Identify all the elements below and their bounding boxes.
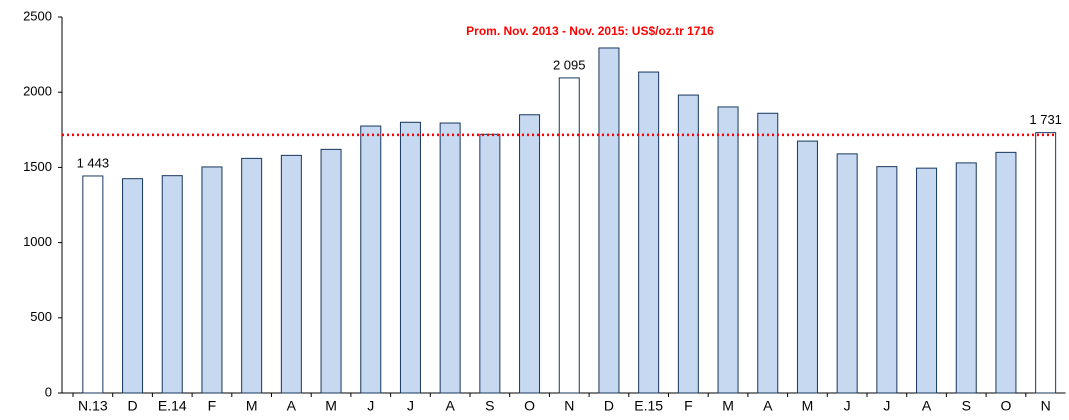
bar (82, 175, 104, 394)
y-tick-label: 2000 (23, 84, 52, 99)
reference-label: Prom. Nov. 2013 - Nov. 2015: US$/oz.tr 1… (466, 24, 714, 38)
bar (122, 178, 144, 394)
x-tick-label: J (367, 398, 374, 414)
bar (757, 112, 779, 394)
value-label: 1 731 (1029, 112, 1062, 127)
bar (677, 94, 699, 394)
bar (201, 166, 223, 394)
x-tick-label: M (722, 398, 734, 414)
bar (320, 148, 342, 394)
bar (796, 140, 818, 394)
bar (1035, 132, 1057, 394)
x-tick-label: S (485, 398, 494, 414)
x-tick-label: F (684, 398, 693, 414)
y-tick-label: 0 (45, 384, 52, 399)
x-tick-label: F (208, 398, 217, 414)
x-tick-label: M (325, 398, 337, 414)
bar (479, 133, 501, 394)
bar (916, 167, 938, 394)
bar (955, 162, 977, 394)
bar (399, 121, 421, 394)
x-tick-label: A (287, 398, 297, 414)
bar (876, 166, 898, 394)
x-tick-label: A (763, 398, 773, 414)
x-tick-label: J (407, 398, 414, 414)
bar (280, 154, 302, 394)
bar (598, 47, 620, 394)
x-tick-label: J (844, 398, 851, 414)
bar (439, 122, 461, 394)
x-tick-label: M (802, 398, 814, 414)
bar (360, 125, 382, 394)
value-label: 2 095 (553, 57, 586, 72)
bar (717, 106, 739, 394)
bar (836, 153, 858, 394)
x-tick-label: O (524, 398, 535, 414)
x-tick-label: N (1041, 398, 1051, 414)
bar (241, 157, 263, 394)
x-tick-label: N.13 (78, 398, 108, 414)
x-tick-label: J (883, 398, 890, 414)
x-tick-label: S (962, 398, 971, 414)
x-tick-label: M (246, 398, 258, 414)
x-tick-label: A (922, 398, 932, 414)
bar (161, 175, 183, 394)
y-tick-label: 2500 (23, 8, 52, 23)
x-tick-label: A (445, 398, 455, 414)
value-label: 1 443 (77, 155, 110, 170)
bar (995, 151, 1017, 394)
x-tick-label: N (564, 398, 574, 414)
x-tick-label: E.15 (634, 398, 663, 414)
x-tick-label: D (604, 398, 614, 414)
bar (638, 71, 660, 394)
bar (558, 77, 580, 394)
x-tick-label: E.14 (158, 398, 187, 414)
y-tick-label: 1500 (23, 159, 52, 174)
y-tick-label: 500 (30, 309, 52, 324)
bar (519, 114, 541, 394)
x-tick-label: D (127, 398, 137, 414)
x-tick-label: O (1001, 398, 1012, 414)
y-tick-label: 1000 (23, 234, 52, 249)
